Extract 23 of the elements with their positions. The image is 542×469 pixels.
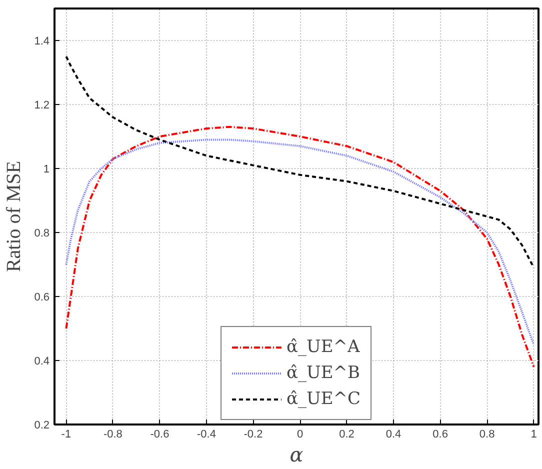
x-tick-label: 0.6 — [432, 428, 448, 440]
y-tick-label: 1.4 — [34, 36, 50, 48]
y-tick-label: 0.8 — [34, 228, 50, 240]
x-axis-title: α — [290, 442, 304, 466]
y-axis-title: Ratio of MSE — [3, 160, 26, 272]
x-tick-label: 0.8 — [479, 428, 495, 440]
x-tick-label: 0 — [296, 428, 304, 440]
x-tick-label: -0.6 — [150, 428, 170, 440]
x-tick-label: -1 — [61, 428, 72, 440]
x-tick-label: -0.2 — [244, 428, 263, 440]
x-tick-label: -0.8 — [103, 428, 122, 440]
x-tick-label: 0.4 — [386, 428, 402, 440]
y-tick-label: 1.2 — [34, 100, 50, 112]
legend-label: α̂_UE^B — [286, 363, 360, 383]
x-tick-label: -0.4 — [197, 428, 216, 440]
y-tick-label: 0.6 — [34, 292, 50, 304]
x-tick-label: 1 — [530, 428, 537, 440]
legend-label: α̂_UE^C — [286, 389, 360, 409]
y-tick-label: 0.2 — [34, 420, 50, 432]
x-tick-label: 0.2 — [339, 428, 354, 440]
y-tick-label: 0.4 — [34, 356, 50, 368]
y-tick-label: 1 — [43, 164, 50, 176]
legend-label: α̂_UE^A — [286, 337, 360, 357]
